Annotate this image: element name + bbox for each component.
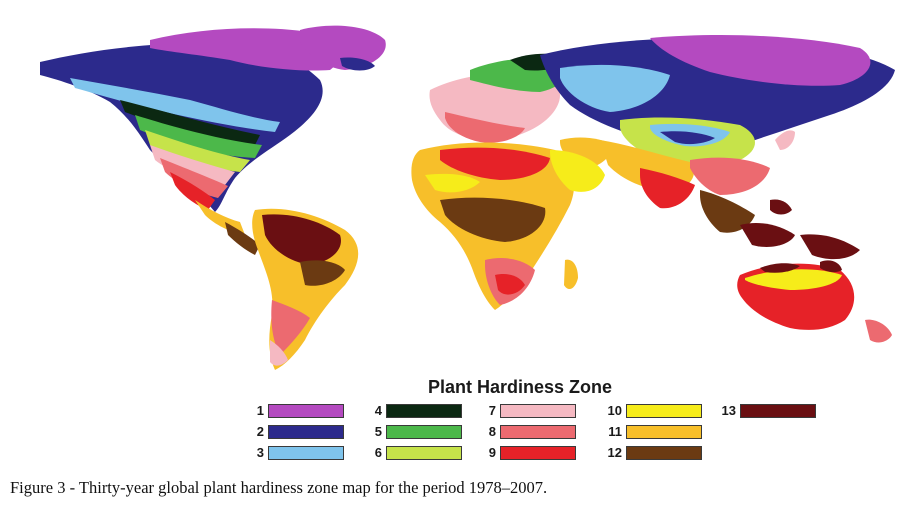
legend-zone-number: 7	[488, 403, 496, 418]
legend-zone-number: 12	[607, 445, 622, 460]
legend-color-swatch	[740, 404, 816, 418]
legend-color-swatch	[268, 425, 344, 439]
legend-color-swatch	[500, 446, 576, 460]
legend-color-swatch	[626, 425, 702, 439]
africa	[411, 142, 575, 310]
legend-zone-number: 11	[608, 424, 622, 439]
legend-zone-number: 4	[374, 403, 382, 418]
figure-caption: Figure 3 - Thirty-year global plant hard…	[10, 478, 548, 497]
japan	[775, 130, 795, 150]
legend-zone-number: 3	[256, 445, 264, 460]
southeast-asia-islands	[740, 199, 860, 260]
legend-zone-number: 9	[488, 445, 496, 460]
world-hardiness-map	[40, 25, 895, 370]
australia	[737, 260, 855, 330]
south-america	[252, 208, 359, 370]
madagascar	[564, 259, 578, 290]
legend-color-swatch	[500, 404, 576, 418]
legend-color-swatch	[626, 404, 702, 418]
legend-zone-number: 2	[256, 424, 264, 439]
legend-color-swatch	[268, 404, 344, 418]
legend-color-swatch	[386, 404, 462, 418]
legend-color-swatch	[500, 425, 576, 439]
legend-zone-number: 6	[374, 445, 382, 460]
asia	[540, 35, 895, 233]
legend-color-swatch	[626, 446, 702, 460]
north-america	[40, 28, 341, 255]
europe	[429, 53, 571, 143]
legend-zone-number: 13	[721, 403, 736, 418]
legend-zone-number: 5	[374, 424, 382, 439]
legend-color-swatch	[386, 425, 462, 439]
legend-zone-number: 1	[256, 403, 264, 418]
legend-color-swatch	[268, 446, 344, 460]
new-zealand	[865, 319, 892, 343]
great-britain	[432, 86, 446, 102]
legend-color-swatch	[386, 446, 462, 460]
legend-title: Plant Hardiness Zone	[428, 377, 613, 397]
legend-zone-number: 10	[607, 403, 622, 418]
legend-zone-number: 8	[488, 424, 496, 439]
arabia	[550, 150, 605, 192]
greenland	[300, 25, 386, 70]
